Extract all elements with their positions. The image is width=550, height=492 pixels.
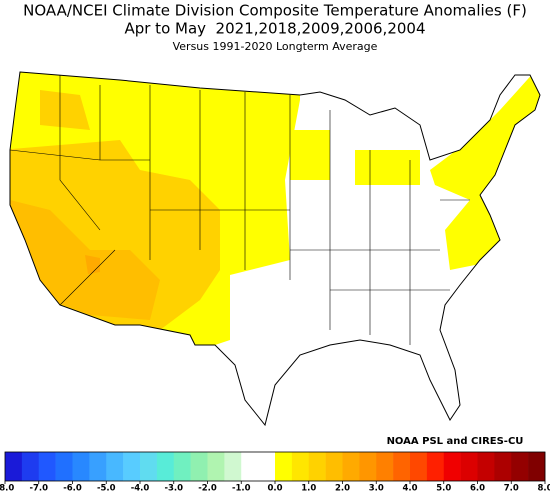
color-segment [359, 452, 377, 481]
tick-label: 4.0 [402, 484, 417, 492]
color-segment [393, 452, 411, 481]
tick-label: -1.0 [232, 484, 251, 492]
color-segment [207, 452, 225, 481]
tick-label: 2.0 [335, 484, 350, 492]
color-segment [89, 452, 107, 481]
tick-label: 6.0 [470, 484, 485, 492]
color-segment [477, 452, 495, 481]
color-segment [5, 452, 23, 481]
color-segment [38, 452, 56, 481]
color-segment [308, 452, 326, 481]
tick-label: 8.0 [537, 484, 550, 492]
color-segment [494, 452, 512, 481]
color-segment [258, 452, 276, 481]
tick-label: -2.0 [198, 484, 217, 492]
tick-label: -5.0 [97, 484, 116, 492]
color-segment [156, 452, 175, 481]
color-segment [55, 452, 73, 481]
tick-label: 0.0 [267, 484, 282, 492]
tick-label: 5.0 [436, 484, 451, 492]
tick-label: -8.0 [0, 484, 14, 492]
color-segment [325, 452, 343, 481]
color-segment [291, 452, 310, 481]
tick-label: -3.0 [164, 484, 183, 492]
color-segment [275, 452, 293, 481]
color-segment [140, 452, 158, 481]
color-segment [426, 452, 445, 481]
color-segment [528, 452, 546, 481]
colorbar: -8.0 -7.0 -6.0 -5.0 -4.0 -3.0 -2.0 -1.0 0.0 1.0 2.… [0, 451, 550, 492]
color-segment [106, 452, 124, 481]
color-segment [511, 452, 529, 481]
color-segment [21, 452, 40, 481]
credit: NOAA PSL and CIRES-CU [387, 436, 524, 447]
tick-label: -7.0 [29, 484, 48, 492]
color-segment [410, 452, 428, 481]
tick-label: 3.0 [369, 484, 384, 492]
tick-label: -4.0 [131, 484, 150, 492]
tick-label: 7.0 [504, 484, 519, 492]
color-segment [190, 452, 208, 481]
subtitle: Apr to May 2021,2018,2009,2006,2004 [124, 20, 425, 38]
color-segment [460, 452, 478, 481]
map [9, 71, 541, 426]
note: Versus 1991-2020 Longterm Average [173, 40, 378, 53]
color-segment [241, 452, 259, 481]
color-segment [123, 452, 141, 481]
color-segment [342, 452, 360, 481]
title: NOAA/NCEI Climate Division Composite Tem… [23, 2, 527, 20]
color-segment [376, 452, 394, 481]
tick-label: 1.0 [301, 484, 316, 492]
color-segment [173, 452, 191, 481]
color-segment [443, 452, 461, 481]
tick-label: -6.0 [63, 484, 82, 492]
color-segment [72, 452, 90, 481]
color-segment [224, 452, 242, 481]
